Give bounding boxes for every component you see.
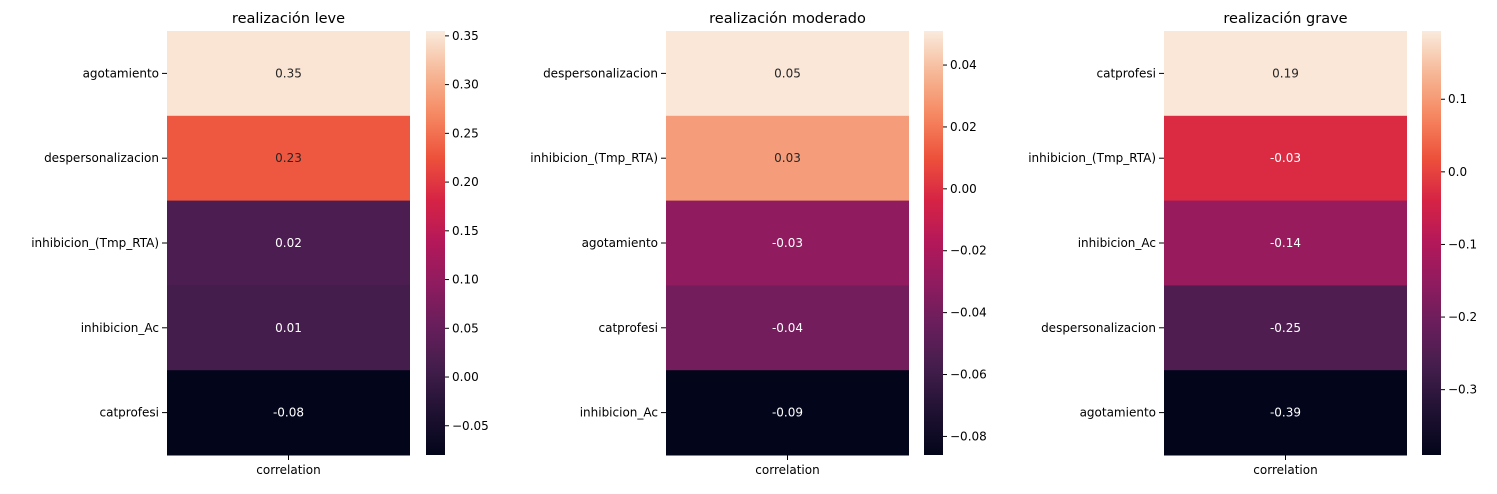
cell-value-label: -0.03 — [1270, 151, 1301, 165]
colorbar-tick-label: −0.05 — [452, 419, 489, 433]
cell-value-label: 0.35 — [275, 66, 302, 80]
heatmap-cell — [666, 115, 909, 202]
y-tick-label: inhibicion_Ac — [580, 406, 658, 420]
cell-value-label: 0.01 — [275, 321, 302, 335]
heatmap-cell — [1164, 370, 1407, 456]
cell-value-label: 0.05 — [774, 66, 801, 80]
cell-value-label: -0.14 — [1270, 236, 1301, 250]
colorbar-tick-label: 0.1 — [1448, 92, 1467, 106]
heatmap-cell — [167, 370, 410, 456]
y-tick-label: inhibicion_(Tmp_RTA) — [1028, 151, 1156, 165]
colorbar-tick-label: 0.05 — [452, 321, 479, 335]
colorbar — [924, 31, 943, 455]
heatmap-panel-3: realización grave 0.19 catprofesi -0.03 inhi… — [1028, 11, 1477, 477]
cell-value-label: -0.39 — [1270, 406, 1301, 420]
heatmap-cell — [1164, 200, 1407, 286]
colorbar — [1422, 31, 1441, 455]
y-tick-label: agotamiento — [1080, 406, 1156, 420]
heatmap-cell — [167, 31, 410, 117]
colorbar-tick-label: 0.30 — [452, 78, 479, 92]
heatmap-panel-2: realización moderado 0.05 despersonalizaci… — [530, 11, 987, 477]
heatmap-cell — [1164, 285, 1407, 371]
colorbar-tick-label: −0.2 — [1448, 310, 1477, 324]
colorbar-tick-label: 0.10 — [452, 273, 479, 287]
colorbar-tick-label: −0.3 — [1448, 383, 1477, 397]
panel-title: realización leve — [232, 11, 345, 27]
cell-value-label: 0.03 — [774, 151, 801, 165]
heatmap-cell — [167, 200, 410, 286]
colorbar-tick-label: 0.15 — [452, 224, 479, 238]
colorbar-tick-label: 0.20 — [452, 175, 479, 189]
y-tick-label: despersonalizacion — [44, 151, 159, 165]
colorbar-tick-label: 0.02 — [950, 120, 977, 134]
y-tick-label: catprofesi — [599, 321, 658, 335]
heatmap-cell — [666, 285, 909, 371]
colorbar-tick-label: 0.04 — [950, 58, 977, 72]
heatmap-cell — [1164, 31, 1407, 117]
cell-value-label: -0.04 — [772, 321, 803, 335]
cell-value-label: 0.02 — [275, 236, 302, 250]
colorbar — [426, 31, 445, 455]
panel-title: realización grave — [1223, 11, 1347, 27]
y-tick-label: catprofesi — [1097, 66, 1156, 80]
cell-value-label: 0.19 — [1272, 66, 1299, 80]
y-tick-label: despersonalizacion — [543, 66, 658, 80]
heatmap-panel-1: realización leve 0.35 agotamiento 0.23 despe… — [31, 11, 489, 477]
cell-value-label: -0.08 — [273, 406, 304, 420]
heatmap-cell — [666, 31, 909, 117]
colorbar-tick-label: −0.06 — [950, 368, 987, 382]
x-tick-label: correlation — [1253, 463, 1317, 477]
colorbar-tick-label: −0.08 — [950, 429, 987, 443]
y-tick-label: inhibicion_(Tmp_RTA) — [530, 151, 658, 165]
colorbar-tick-label: −0.04 — [950, 306, 987, 320]
colorbar-tick-label: 0.00 — [452, 370, 479, 384]
heatmap-cell — [666, 200, 909, 286]
y-tick-label: catprofesi — [100, 406, 159, 420]
cell-value-label: -0.09 — [772, 406, 803, 420]
panel-title: realización moderado — [709, 11, 866, 27]
heatmap-cell — [1164, 115, 1407, 202]
y-tick-label: despersonalizacion — [1041, 321, 1156, 335]
y-tick-label: inhibicion_Ac — [81, 321, 159, 335]
colorbar-tick-label: 0.0 — [1448, 165, 1467, 179]
y-tick-label: inhibicion_Ac — [1078, 236, 1156, 250]
y-tick-label: agotamiento — [582, 236, 658, 250]
cell-value-label: -0.03 — [772, 236, 803, 250]
colorbar-tick-label: −0.1 — [1448, 237, 1477, 251]
x-tick-label: correlation — [256, 463, 320, 477]
colorbar-tick-label: 0.25 — [452, 126, 479, 140]
cell-value-label: 0.23 — [275, 151, 302, 165]
heatmap-cell — [666, 370, 909, 456]
heatmap-cell — [167, 285, 410, 371]
x-tick-label: correlation — [755, 463, 819, 477]
y-tick-label: inhibicion_(Tmp_RTA) — [31, 236, 159, 250]
colorbar-tick-label: 0.00 — [950, 182, 977, 196]
colorbar-tick-label: 0.35 — [452, 29, 479, 43]
heatmap-cell — [167, 115, 410, 202]
cell-value-label: -0.25 — [1270, 321, 1301, 335]
colorbar-tick-label: −0.02 — [950, 244, 987, 258]
y-tick-label: agotamiento — [83, 66, 159, 80]
